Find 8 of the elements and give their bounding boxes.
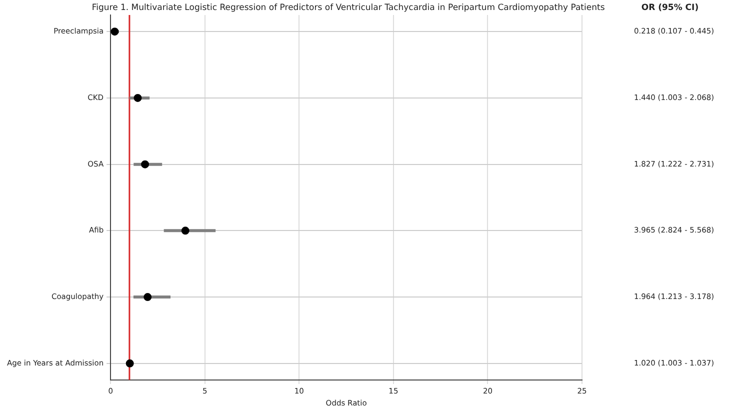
chart-title: Figure 1. Multivariate Logistic Regression of Predictors of Ventricular Tachycardia in Peripartum Cardiomyopathy Patients: [92, 3, 606, 14]
point: [110, 28, 119, 36]
point: [126, 359, 134, 368]
point: [144, 293, 152, 302]
point: [181, 226, 190, 235]
text: OR (95% CI): [641, 3, 699, 14]
point: [141, 160, 150, 168]
point: [134, 94, 142, 102]
